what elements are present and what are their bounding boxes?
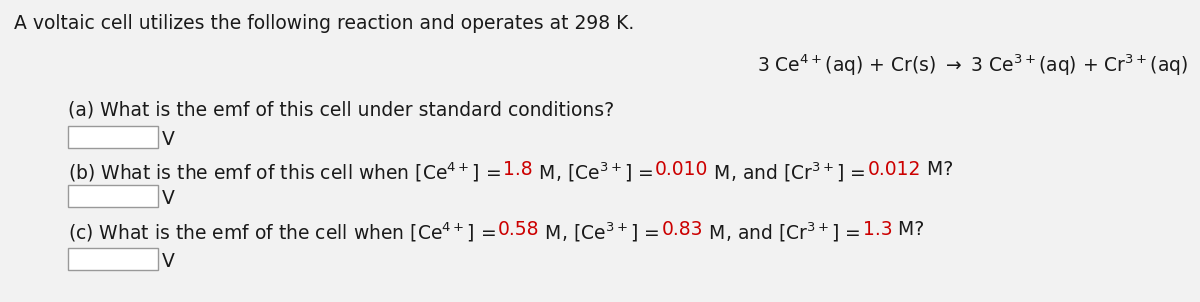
Text: M, [Ce$^{3+}$] =: M, [Ce$^{3+}$] = xyxy=(539,220,661,243)
Bar xyxy=(68,185,158,207)
Bar xyxy=(68,248,158,270)
Text: V: V xyxy=(162,189,175,208)
Text: M?: M? xyxy=(893,220,924,239)
Text: M, and [Cr$^{3+}$] =: M, and [Cr$^{3+}$] = xyxy=(703,220,863,243)
Text: 1.3: 1.3 xyxy=(863,220,893,239)
Text: M, [Ce$^{3+}$] =: M, [Ce$^{3+}$] = xyxy=(533,160,655,184)
Text: M, and [Cr$^{3+}$] =: M, and [Cr$^{3+}$] = xyxy=(708,160,868,184)
Text: 3 Ce$^{4+}$(aq) + Cr(s) $\rightarrow$ 3 Ce$^{3+}$(aq) + Cr$^{3+}$(aq): 3 Ce$^{4+}$(aq) + Cr(s) $\rightarrow$ 3 … xyxy=(757,52,1188,78)
Text: (c) What is the emf of the cell when [Ce$^{4+}$] =: (c) What is the emf of the cell when [Ce… xyxy=(68,220,498,243)
Bar xyxy=(68,126,158,148)
Text: 0.58: 0.58 xyxy=(498,220,539,239)
Text: (b) What is the emf of this cell when [Ce$^{4+}$] =: (b) What is the emf of this cell when [C… xyxy=(68,160,503,184)
Text: A voltaic cell utilizes the following reaction and operates at 298 K.: A voltaic cell utilizes the following re… xyxy=(14,14,635,33)
Text: 0.83: 0.83 xyxy=(661,220,703,239)
Text: 0.012: 0.012 xyxy=(868,160,922,179)
Text: 0.010: 0.010 xyxy=(655,160,708,179)
Text: 1.8: 1.8 xyxy=(503,160,533,179)
Text: V: V xyxy=(162,252,175,271)
Text: V: V xyxy=(162,130,175,149)
Text: M?: M? xyxy=(922,160,953,179)
Text: (a) What is the emf of this cell under standard conditions?: (a) What is the emf of this cell under s… xyxy=(68,100,614,119)
